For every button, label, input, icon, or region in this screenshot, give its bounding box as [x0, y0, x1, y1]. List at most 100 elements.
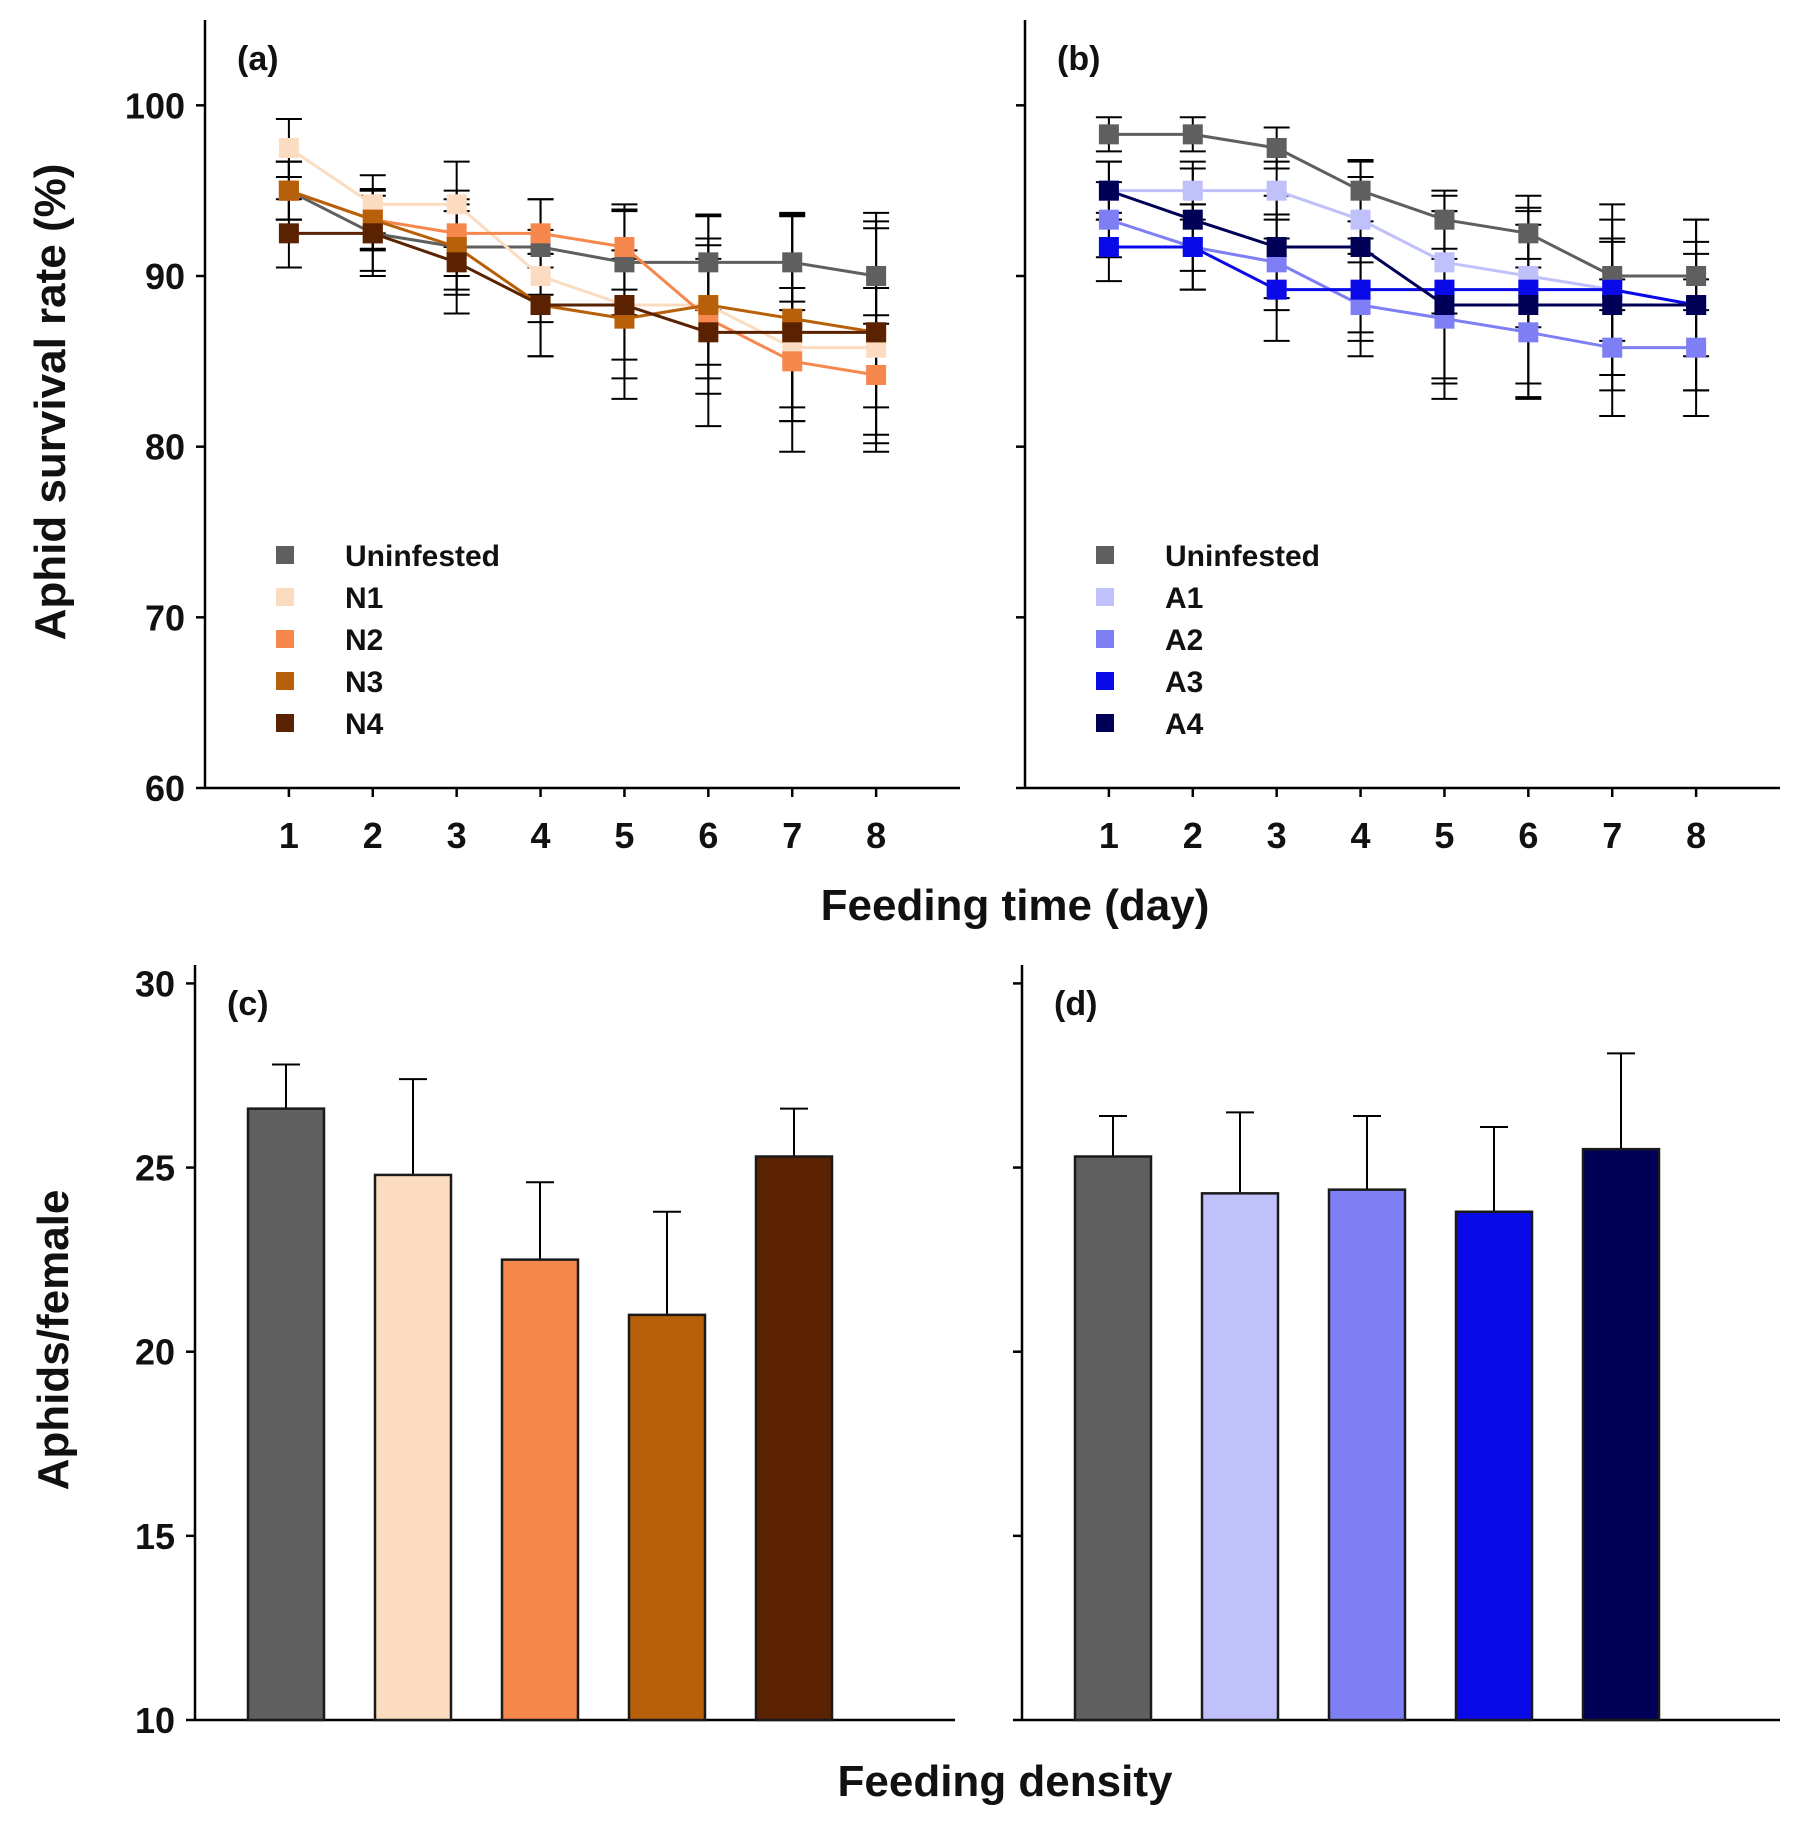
marker-a3: [1350, 279, 1371, 300]
panel-label: (b): [1057, 40, 1100, 78]
marker-a2: [1602, 337, 1623, 358]
marker-a3: [1518, 279, 1539, 300]
legend-label: A3: [1165, 666, 1203, 699]
marker-n3: [278, 180, 299, 201]
x-tick-label: 8: [866, 815, 886, 856]
legend-swatch: [1096, 630, 1114, 648]
marker-a1: [1350, 209, 1371, 230]
marker-a2: [1350, 295, 1371, 316]
bar-n3: [627, 1313, 707, 1722]
legend-swatch: [1096, 672, 1114, 690]
series-line-a2: [1108, 218, 1697, 350]
marker-uninfested: [1434, 209, 1455, 230]
y-tick-label: 70: [145, 597, 185, 638]
x-tick-label: 1: [1099, 815, 1119, 856]
y-tick-label: 10: [135, 1700, 175, 1741]
marker-n4: [614, 295, 635, 316]
legend-label: N4: [345, 708, 384, 741]
marker-a4: [1182, 209, 1203, 230]
marker-uninfested: [866, 266, 887, 286]
marker-uninfested: [782, 252, 803, 273]
x-tick-label: 7: [782, 815, 802, 856]
marker-uninfested: [1266, 138, 1287, 158]
x-tick-label: 2: [363, 815, 383, 856]
marker-n1: [278, 138, 299, 158]
marker-a4: [1266, 236, 1287, 257]
legend-label: A4: [1165, 708, 1204, 741]
panel-a-survival-n: 60 70 80 90 100 Aphid survival rate (%) (a) 1 2 3…: [26, 20, 960, 856]
legend-swatch: [1096, 546, 1114, 564]
series-line-uninfested: [288, 189, 877, 278]
series-line-a3: [1108, 245, 1697, 307]
marker-n2: [530, 223, 551, 244]
y-tick-label: 15: [135, 1516, 175, 1557]
x-tick-label: 2: [1183, 815, 1203, 856]
marker-a1: [1266, 180, 1287, 201]
legend-swatch: [1096, 714, 1114, 732]
x-tick-label: 4: [1351, 815, 1371, 856]
marker-uninfested: [614, 252, 635, 273]
x-tick-label: 1: [279, 815, 299, 856]
legend-label: N2: [345, 624, 383, 657]
marker-a2: [1518, 322, 1539, 343]
marker-a3: [1098, 236, 1119, 257]
marker-n2: [614, 236, 635, 257]
y-tick-label: 25: [135, 1148, 175, 1189]
panel-c-fecundity-n: 10 15 20 25 30 Aphids/female (c): [29, 963, 955, 1741]
panel-label: (d): [1054, 985, 1097, 1023]
legend-swatch: [276, 546, 294, 564]
marker-n3: [446, 236, 467, 257]
legend-swatch: [276, 714, 294, 732]
legend-label: N1: [345, 582, 383, 615]
marker-n1: [446, 194, 467, 215]
marker-uninfested: [698, 252, 719, 273]
legend-swatch: [276, 630, 294, 648]
marker-a4: [1098, 180, 1119, 201]
marker-n4: [362, 223, 383, 244]
marker-uninfested: [1518, 223, 1539, 244]
marker-n4: [530, 295, 551, 316]
x-tick-label: 6: [1518, 815, 1538, 856]
x-tick-label: 7: [1602, 815, 1622, 856]
marker-a1: [1434, 252, 1455, 273]
x-tick-label: 3: [1267, 815, 1287, 856]
marker-uninfested: [1098, 124, 1119, 145]
x-tick-label: 6: [698, 815, 718, 856]
legend-swatch: [276, 672, 294, 690]
marker-n3: [698, 295, 719, 316]
y-tick-label: 80: [145, 427, 185, 468]
marker-n1: [362, 194, 383, 215]
legend-swatch: [276, 588, 294, 606]
x-axis-title-top: Feeding time (day): [821, 881, 1210, 930]
marker-a2: [1686, 337, 1707, 358]
marker-a4: [1686, 295, 1707, 316]
marker-n4: [278, 223, 299, 244]
y-tick-label: 60: [145, 768, 185, 809]
marker-a2: [1266, 252, 1287, 273]
marker-n2: [782, 351, 803, 372]
bar-n1: [373, 1173, 453, 1722]
marker-a4: [1350, 236, 1371, 257]
marker-a3: [1182, 236, 1203, 257]
marker-uninfested: [1182, 124, 1203, 145]
marker-n4: [446, 252, 467, 273]
x-tick-label: 8: [1686, 815, 1706, 856]
marker-a1: [1182, 180, 1203, 201]
marker-a3: [1602, 279, 1623, 300]
marker-n2: [866, 364, 887, 385]
panel-label: (c): [227, 985, 269, 1023]
bar-n2: [500, 1258, 580, 1722]
series-line-n3: [288, 189, 877, 334]
marker-n4: [698, 322, 719, 343]
panel-b-survival-a: (b) 1 2 3 4 5 6 7 8 Uninfested A1 A2 A3 A4: [1016, 20, 1780, 856]
marker-a3: [1266, 279, 1287, 300]
y-tick-label: 20: [135, 1332, 175, 1373]
marker-a2: [1098, 209, 1119, 230]
bar-uninfested: [1073, 1155, 1153, 1722]
series-line-n4: [288, 231, 877, 334]
marker-a4: [1434, 295, 1455, 316]
marker-uninfested: [1686, 266, 1707, 286]
marker-n1: [530, 266, 551, 286]
bar-a3: [1454, 1210, 1534, 1722]
